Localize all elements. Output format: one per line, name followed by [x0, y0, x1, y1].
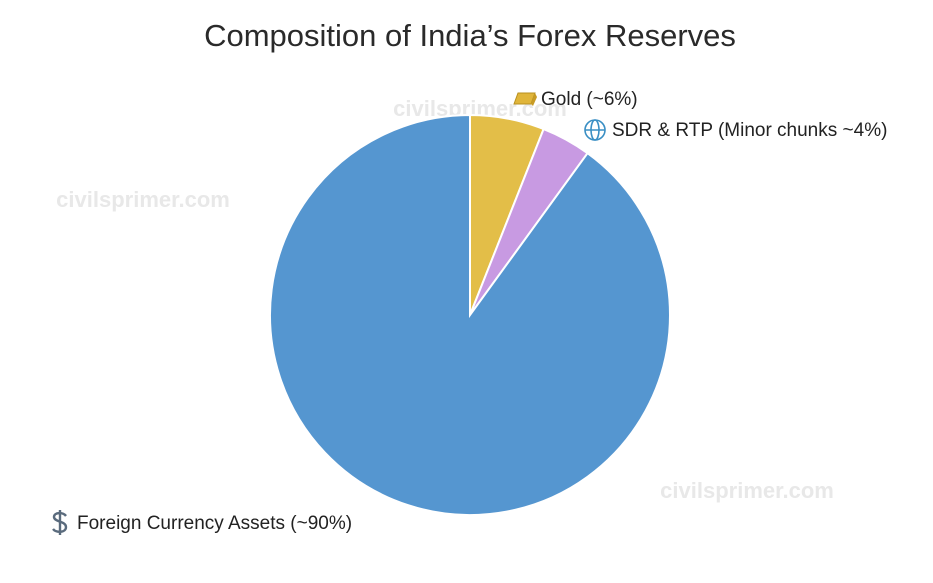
- globe-icon: [584, 119, 606, 141]
- watermark: civilsprimer.com: [660, 478, 834, 503]
- slice-label: Foreign Currency Assets (~90%): [77, 513, 352, 534]
- chart-title: Composition of India’s Forex Reserves: [204, 18, 736, 53]
- gold-icon: [513, 92, 537, 106]
- pie-slice: [269, 113, 671, 516]
- pie: [269, 113, 671, 516]
- watermark: civilsprimer.com: [56, 187, 230, 212]
- slice-label: Gold (~6%): [541, 89, 638, 110]
- dollar-icon: [52, 510, 68, 535]
- slice-label: SDR & RTP (Minor chunks ~4%): [612, 120, 887, 141]
